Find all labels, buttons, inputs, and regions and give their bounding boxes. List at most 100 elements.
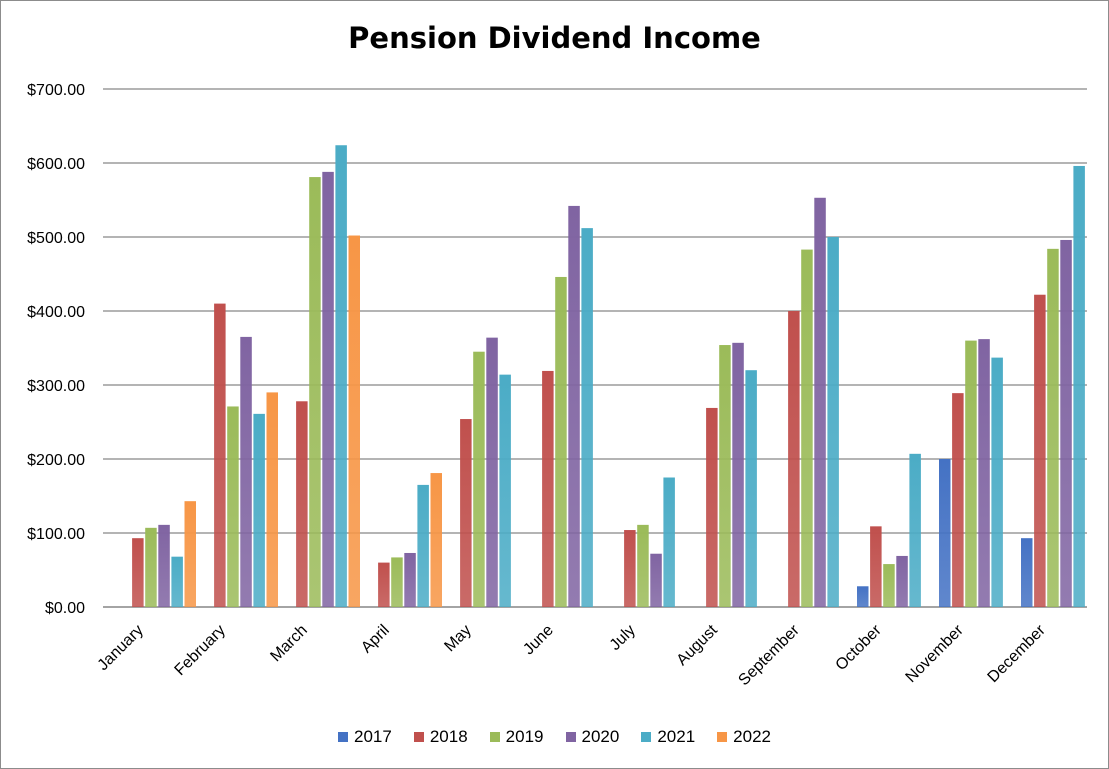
chart-title: Pension Dividend Income — [348, 21, 761, 55]
x-tick-label: April — [358, 622, 393, 657]
y-tick-label: $100.00 — [27, 526, 85, 543]
legend: 2017 2018 2019 2020 2021 2022 — [1, 727, 1108, 747]
legend-label: 2017 — [354, 727, 392, 746]
x-tick-label: June — [520, 622, 557, 659]
bar-july-2020 — [650, 553, 662, 607]
bar-september-2019 — [801, 249, 813, 607]
bar-april-2020 — [404, 552, 416, 607]
bar-november-2020 — [978, 339, 990, 607]
x-tick-label: May — [441, 622, 474, 655]
bar-june-2018 — [542, 370, 554, 607]
bar-january-2020 — [158, 524, 170, 607]
bar-november-2018 — [952, 393, 964, 607]
legend-item: 2021 — [641, 727, 695, 747]
bar-march-2019 — [309, 177, 321, 607]
x-tick-label: August — [674, 621, 722, 669]
bar-october-2020 — [896, 555, 908, 607]
x-tick-label: January — [95, 622, 147, 674]
legend-item: 2018 — [413, 727, 468, 747]
legend-item: 2022 — [717, 727, 771, 747]
bar-september-2021 — [827, 237, 839, 607]
bar-march-2021 — [335, 145, 347, 608]
bar-february-2019 — [227, 406, 239, 607]
legend-item: 2019 — [489, 727, 544, 747]
bar-june-2021 — [581, 228, 593, 607]
bar-february-2022 — [266, 392, 278, 607]
legend-swatch — [489, 732, 500, 742]
bar-october-2018 — [870, 526, 882, 607]
x-tick-label: July — [607, 622, 639, 654]
bar-april-2018 — [378, 562, 390, 607]
bar-august-2018 — [706, 407, 718, 607]
bar-may-2018 — [460, 419, 472, 607]
y-tick-label: $0.00 — [45, 600, 85, 617]
bar-august-2021 — [745, 370, 757, 607]
y-tick-label: $300.00 — [27, 378, 85, 395]
legend-swatch — [641, 732, 652, 742]
legend-label: 2021 — [657, 727, 696, 746]
legend-label: 2019 — [505, 727, 544, 746]
legend-swatch — [338, 732, 349, 742]
bar-july-2018 — [624, 530, 636, 607]
y-axis-ticks: $0.00 $100.00 $200.00 $300.00 $400.00 $500.00… — [27, 82, 85, 617]
bar-october-2019 — [883, 564, 895, 607]
legend-label: 2018 — [429, 727, 468, 746]
bar-december-2021 — [1073, 165, 1085, 607]
bar-december-2017 — [1021, 538, 1033, 607]
y-tick-label: $400.00 — [27, 304, 85, 321]
x-tick-label: September — [735, 621, 803, 689]
legend-swatch — [717, 732, 728, 742]
bar-october-2021 — [909, 453, 921, 607]
bar-september-2018 — [788, 311, 800, 607]
bar-january-2022 — [184, 501, 196, 607]
bar-february-2021 — [253, 413, 265, 607]
bar-march-2018 — [296, 401, 308, 607]
y-tick-label: $600.00 — [27, 156, 85, 173]
legend-item: 2017 — [338, 727, 392, 747]
bar-may-2020 — [486, 337, 498, 607]
y-tick-label: $700.00 — [27, 82, 85, 99]
bar-january-2021 — [171, 556, 183, 607]
bar-january-2019 — [145, 527, 157, 607]
bar-november-2021 — [991, 357, 1003, 607]
legend-swatch — [413, 732, 424, 742]
bar-october-2017 — [857, 586, 869, 607]
legend-item: 2020 — [565, 727, 620, 747]
bar-may-2021 — [499, 374, 511, 607]
y-tick-label: $500.00 — [27, 230, 85, 247]
bar-december-2018 — [1034, 294, 1046, 607]
bar-march-2022 — [348, 235, 360, 607]
bar-april-2019 — [391, 557, 403, 607]
bar-january-2018 — [132, 538, 144, 607]
bar-november-2019 — [965, 340, 977, 607]
bar-december-2019 — [1047, 248, 1059, 607]
bar-february-2020 — [240, 336, 252, 607]
legend-label: 2020 — [581, 727, 620, 746]
bar-november-2017 — [939, 459, 951, 607]
bar-august-2019 — [719, 345, 731, 607]
legend-swatch — [565, 732, 576, 742]
legend-label: 2022 — [733, 727, 771, 746]
x-tick-label: February — [172, 622, 229, 679]
x-tick-label: December — [985, 621, 1050, 686]
bar-july-2021 — [663, 477, 675, 607]
y-tick-label: $200.00 — [27, 452, 85, 469]
bar-june-2019 — [555, 276, 567, 607]
bar-february-2018 — [214, 303, 226, 607]
bars — [132, 145, 1085, 608]
x-axis-ticks: January February March April May June July Augu… — [95, 621, 1050, 689]
bar-august-2020 — [732, 342, 744, 607]
x-tick-label: November — [903, 621, 968, 686]
x-tick-label: October — [833, 621, 886, 674]
bar-april-2021 — [417, 484, 429, 607]
bar-may-2019 — [473, 351, 485, 607]
bar-march-2020 — [322, 171, 334, 607]
bar-december-2020 — [1060, 239, 1072, 607]
x-tick-label: March — [267, 622, 310, 665]
bar-july-2019 — [637, 524, 649, 607]
bar-april-2022 — [430, 473, 442, 607]
bar-september-2020 — [814, 197, 826, 607]
bar-june-2020 — [568, 205, 580, 608]
